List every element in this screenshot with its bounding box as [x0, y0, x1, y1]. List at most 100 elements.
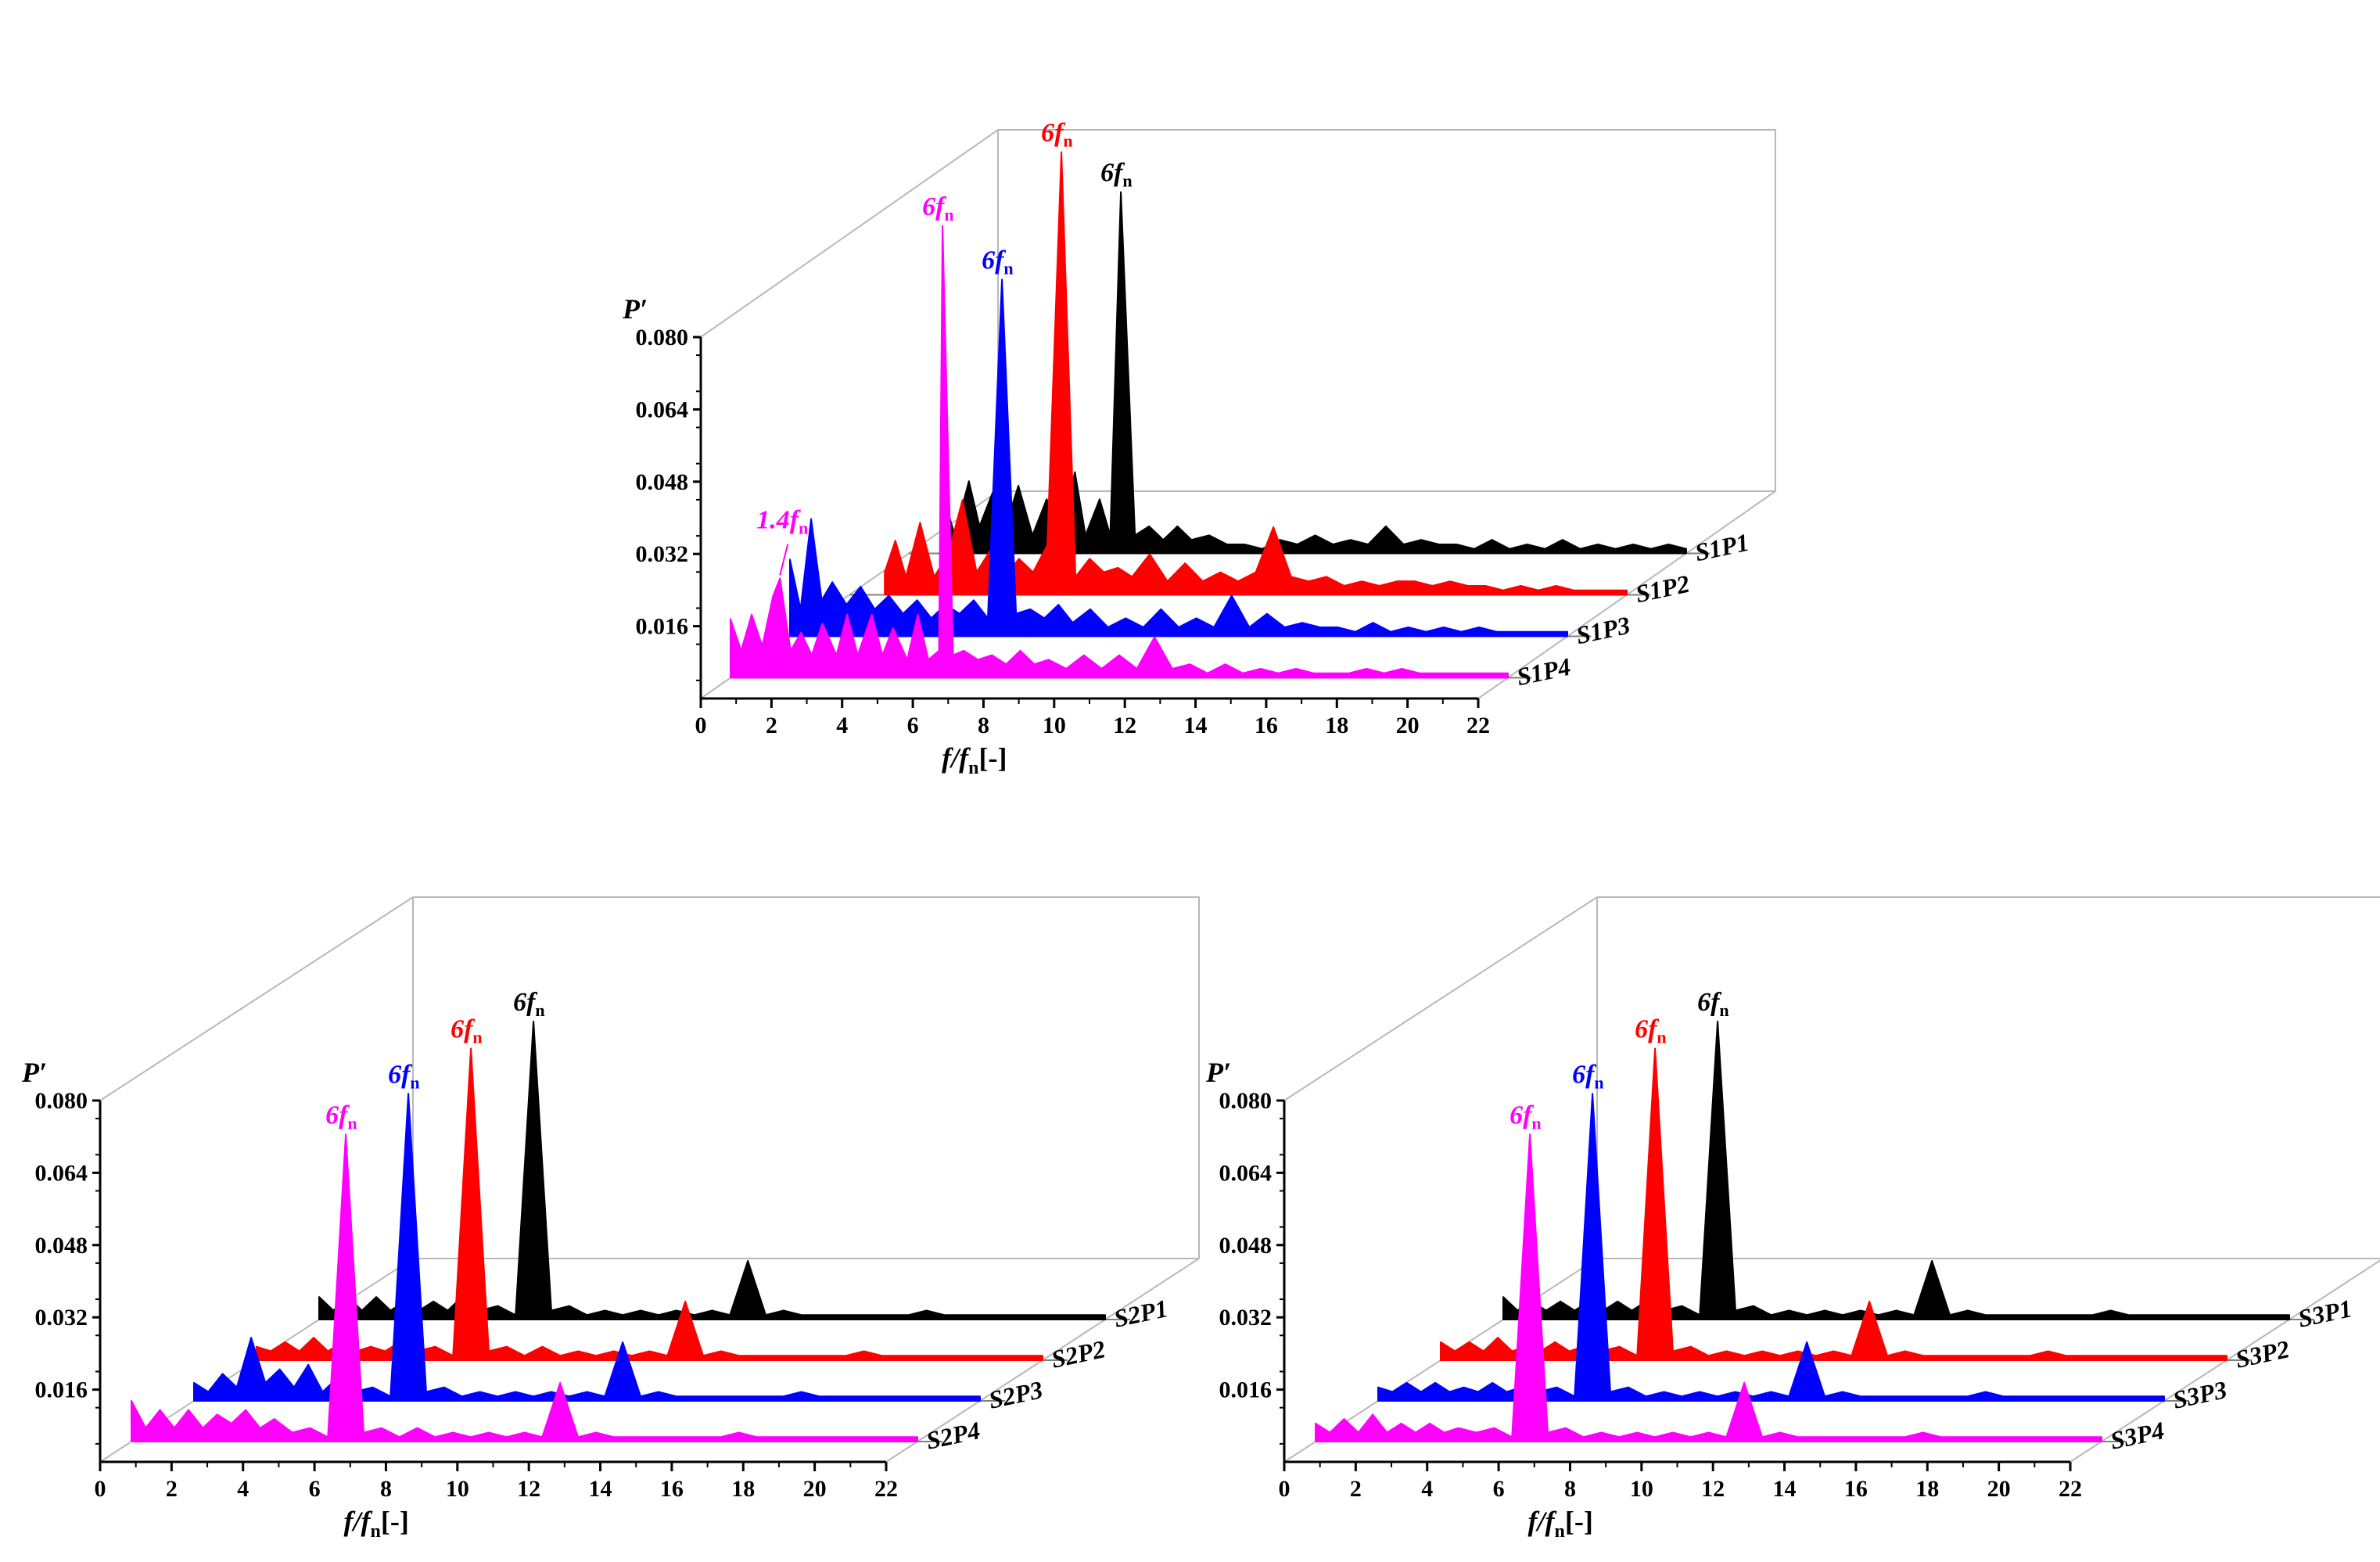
- y-tick-label: 0.048: [636, 469, 689, 495]
- annotation-label-main: 6f: [1041, 119, 1066, 148]
- y-tick-label: 0.032: [1219, 1305, 1273, 1330]
- series-S3P3: S3P3: [1377, 1093, 2229, 1414]
- x-tick-label: 8: [380, 1476, 392, 1502]
- z-axis-label: P′: [622, 293, 648, 325]
- annotation-label-sub: n: [1657, 1028, 1666, 1047]
- x-tick-label: 0: [1279, 1476, 1291, 1502]
- series-label-S3P2: S3P2: [2233, 1334, 2292, 1373]
- series-area-S1P1: [943, 191, 1687, 555]
- series-area-S2P3: [193, 1093, 981, 1402]
- series-label-S1P4: S1P4: [1514, 652, 1573, 691]
- annotation-label-main: 6f: [1509, 1101, 1535, 1129]
- x-tick-label: 4: [1421, 1476, 1433, 1502]
- annotation-arrow: [779, 544, 789, 576]
- annotation-label-sub: n: [1594, 1072, 1603, 1092]
- panel-S1: 0 2 4 6 8 10 12 14 16 18 20 22 0.016 0.032 0.048 0.064 0…: [622, 119, 1776, 778]
- x-axis-label-unit: [-]: [381, 1506, 409, 1537]
- annotation-label: 6fn: [513, 988, 545, 1020]
- series-S1P1: S1P1: [909, 191, 1751, 567]
- z-axis-label: P′: [1205, 1057, 1231, 1088]
- x-tick-label: 14: [1773, 1476, 1797, 1502]
- x-tick-label: 8: [1564, 1476, 1576, 1502]
- annotation-label-sub: n: [944, 205, 953, 224]
- annotation-label-main: 6f: [325, 1101, 350, 1129]
- annotation-label-sub: n: [1122, 171, 1132, 191]
- annotation-label-main: 6f: [982, 246, 1007, 275]
- x-tick-label: 4: [237, 1476, 249, 1502]
- x-tick-label: 0: [695, 713, 707, 738]
- annotation: 6fn: [325, 1101, 357, 1133]
- annotation-label: 6fn: [922, 192, 954, 224]
- y-tick-label: 0.016: [636, 614, 689, 640]
- annotation: 6fn: [1635, 1015, 1667, 1047]
- annotation: 6fn: [388, 1060, 420, 1092]
- x-axis-label-unit: [-]: [978, 742, 1007, 774]
- annotation-label-main: 6f: [1635, 1015, 1660, 1044]
- y-tick-label: 0.080: [1219, 1088, 1273, 1114]
- series-label-S1P1: S1P1: [1693, 528, 1751, 567]
- x-tick-label: 14: [589, 1476, 612, 1502]
- annotation-label-sub: n: [347, 1113, 357, 1133]
- series-S2P2: S2P2: [256, 1047, 1107, 1373]
- z-axis-label: P′: [21, 1057, 47, 1088]
- x-axis-label-sub: n: [1555, 1521, 1565, 1542]
- annotation: 6fn: [1697, 988, 1729, 1020]
- axes-S2: [99, 1101, 886, 1463]
- y-tick-label: 0.032: [35, 1305, 88, 1330]
- annotation-label: 6fn: [1509, 1101, 1542, 1133]
- x-tick-label: 14: [1184, 713, 1208, 738]
- series-area-S2P1: [318, 1020, 1106, 1320]
- annotation-label: 6fn: [982, 246, 1014, 278]
- annotation-label: 1.4fn: [756, 505, 808, 537]
- annotation: 6fn: [982, 246, 1014, 278]
- x-axis-label: f/fn[-]: [942, 742, 1007, 778]
- series-area-S2P4: [131, 1133, 918, 1442]
- series-area-S3P3: [1377, 1093, 2165, 1402]
- x-tick-label: 6: [309, 1476, 321, 1502]
- annotation-label: 6fn: [1697, 988, 1729, 1020]
- annotation: 6fn: [1100, 159, 1133, 191]
- x-tick-label: 12: [1113, 713, 1136, 738]
- x-tick-label: 16: [660, 1476, 684, 1502]
- series-area-S1P3: [789, 278, 1568, 637]
- x-tick-label: 20: [803, 1476, 827, 1502]
- x-tick-label: 2: [1350, 1476, 1362, 1502]
- x-tick-label: 10: [1043, 713, 1066, 738]
- x-tick-label: 18: [731, 1476, 755, 1502]
- series-S1P4: S1P4: [730, 225, 1573, 691]
- series-label-S1P3: S1P3: [1574, 611, 1632, 650]
- x-tick-label: 22: [1466, 713, 1490, 738]
- x-axis-label-main: f/f: [1528, 1506, 1557, 1537]
- x-tick-label: 12: [1701, 1476, 1725, 1502]
- x-tick-label: 4: [836, 713, 848, 738]
- annotation-label: 6fn: [1635, 1015, 1667, 1047]
- series-label-S2P3: S2P3: [986, 1375, 1045, 1414]
- x-tick-label: 10: [1630, 1476, 1653, 1502]
- annotation: 6fn: [1572, 1060, 1604, 1092]
- series-area-S1P4: [730, 225, 1509, 679]
- x-tick-label: 2: [166, 1476, 178, 1502]
- x-axis-label-main: f/f: [344, 1506, 373, 1537]
- series-label-S2P2: S2P2: [1049, 1334, 1107, 1373]
- annotation-label-sub: n: [472, 1028, 482, 1047]
- x-tick-label: 12: [517, 1476, 540, 1502]
- annotation-label-sub: n: [1719, 1000, 1728, 1020]
- annotation-label-sub: n: [410, 1072, 419, 1092]
- x-tick-label: 16: [1255, 713, 1278, 738]
- series-label-S1P2: S1P2: [1633, 569, 1692, 609]
- x-tick-label: 8: [978, 713, 989, 738]
- y-tick-label: 0.080: [636, 325, 689, 350]
- series-S2P4: S2P4: [131, 1133, 982, 1455]
- series-area-S3P4: [1315, 1133, 2102, 1442]
- annotation-label-main: 6f: [1697, 988, 1722, 1017]
- annotation-label-sub: n: [535, 1000, 544, 1020]
- series-S1P3: S1P3: [789, 278, 1632, 650]
- annotation: 6fn: [451, 1015, 483, 1047]
- series-S3P2: S3P2: [1440, 1047, 2292, 1373]
- annotation: 6fn: [513, 988, 545, 1020]
- y-tick-label: 0.032: [636, 541, 689, 567]
- series-label-S3P4: S3P4: [2108, 1416, 2166, 1455]
- x-tick-label: 16: [1844, 1476, 1868, 1502]
- annotation-label: 6fn: [325, 1101, 357, 1133]
